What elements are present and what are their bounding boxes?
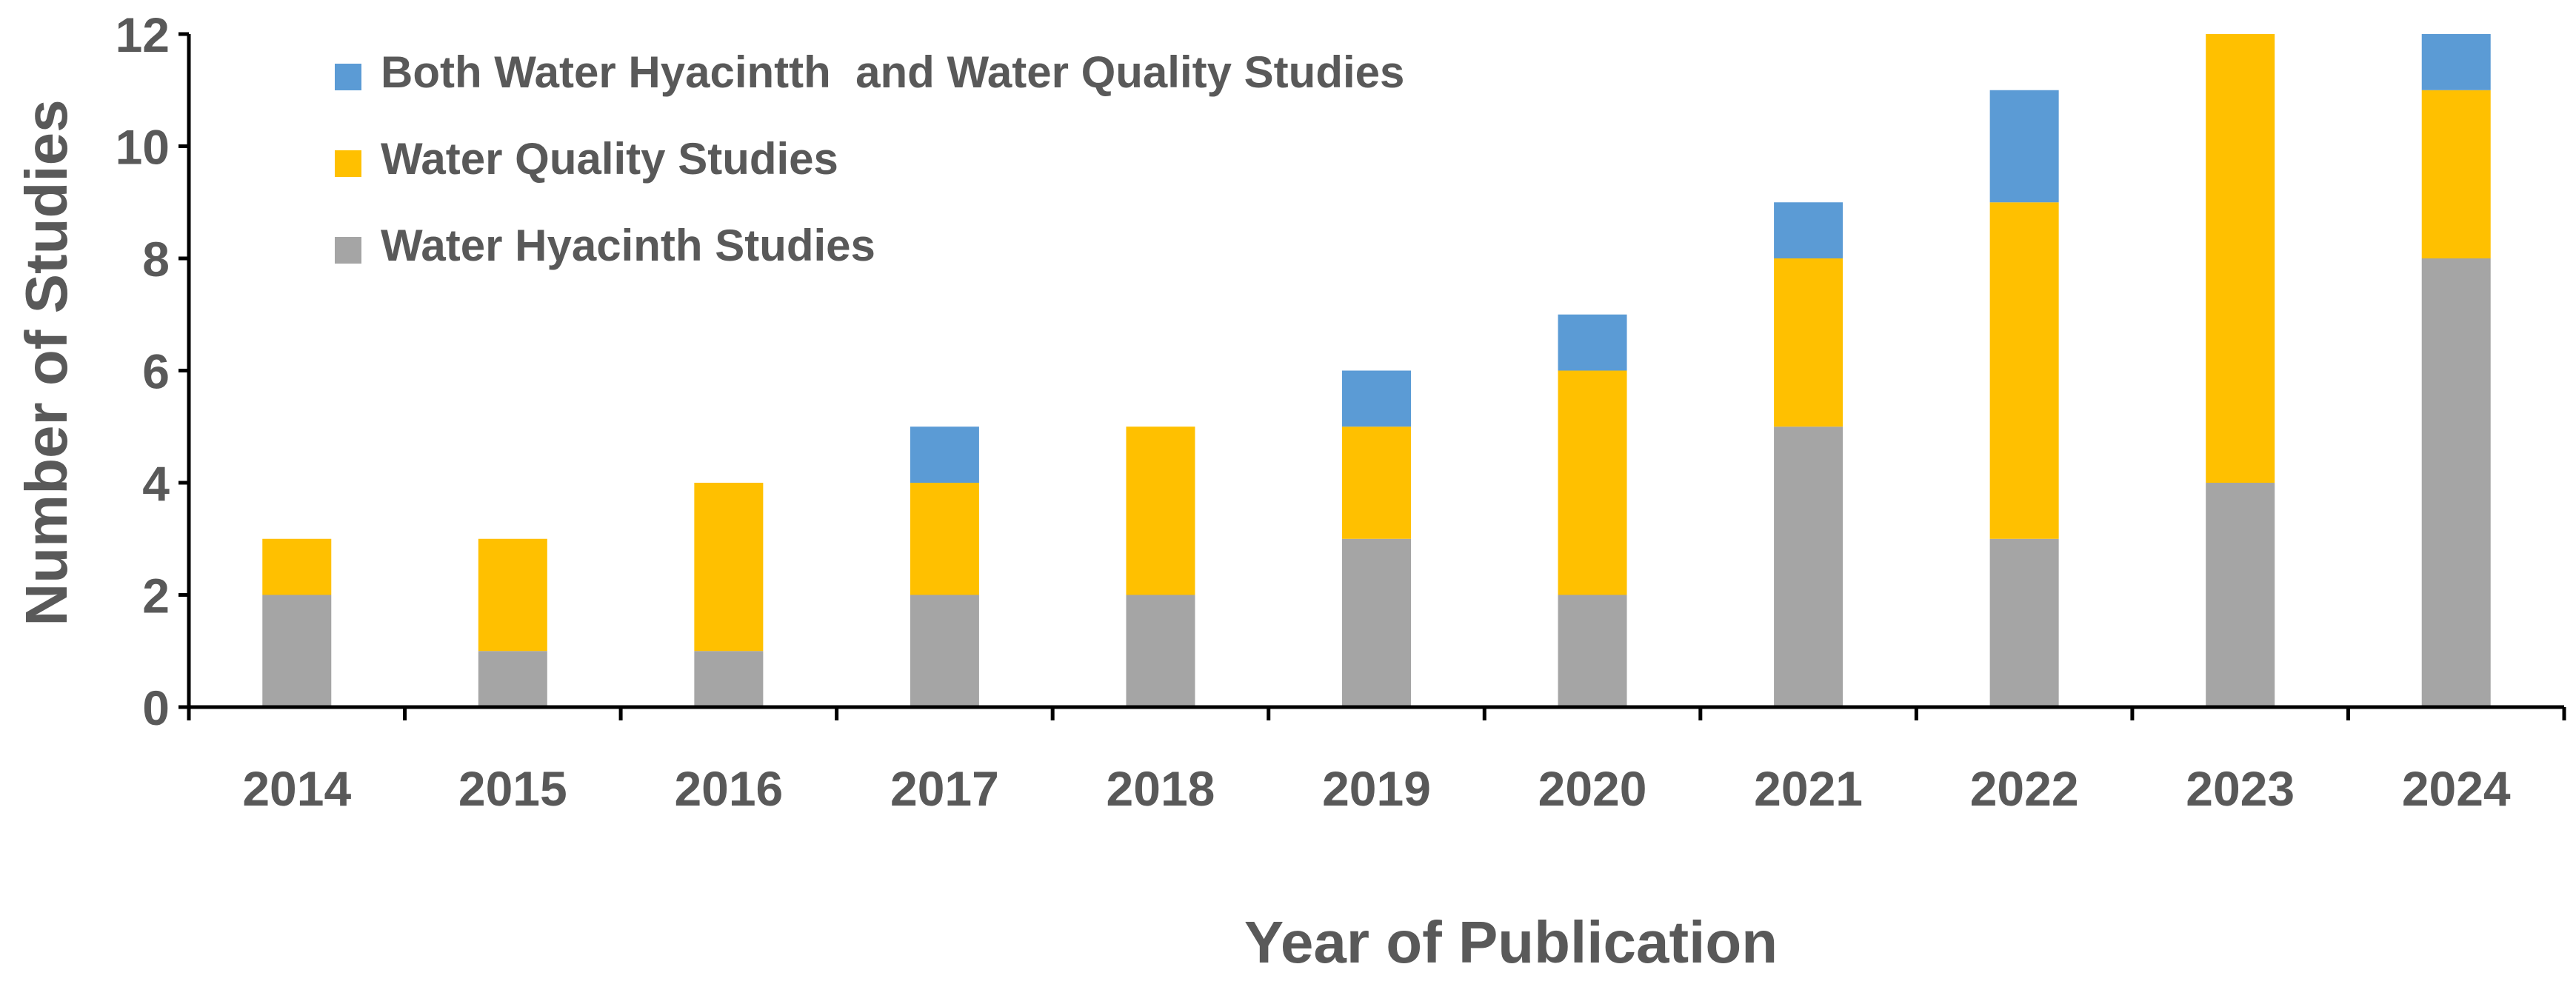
y-tick-label-4: 4 — [142, 456, 170, 511]
x-tick-label-2017: 2017 — [890, 761, 999, 816]
bars-layer — [262, 34, 2491, 707]
x-tick-label-2021: 2021 — [1754, 761, 1863, 816]
x-tick-label-2014: 2014 — [242, 761, 351, 816]
axes-layer: 0 2 4 6 8 10 12 2014 2015 2016 2017 2018 2019 2020 202… — [116, 7, 2566, 816]
bar-2022-series-1 — [1989, 202, 2059, 539]
bar-2024-series-0 — [2421, 258, 2491, 707]
bar-2017-series-2 — [910, 426, 979, 483]
legend-swatch-2 — [335, 64, 361, 90]
x-tick-label-2019: 2019 — [1322, 761, 1431, 816]
bar-2021-series-1 — [1774, 258, 1843, 427]
y-tick-label-8: 8 — [142, 232, 170, 287]
x-tick-label-2022: 2022 — [1970, 761, 2079, 816]
bar-2017-series-0 — [910, 595, 979, 707]
x-tick-label-2016: 2016 — [674, 761, 783, 816]
bar-2020-series-2 — [1558, 314, 1627, 371]
y-tick-label-10: 10 — [116, 120, 170, 175]
x-tick-label-2018: 2018 — [1107, 761, 1215, 816]
y-axis-title: Number of Studies — [13, 99, 79, 626]
bar-2019-series-1 — [1342, 426, 1411, 539]
bar-2018-series-0 — [1126, 595, 1195, 707]
y-tick-label-2: 2 — [142, 569, 170, 623]
bar-2019-series-2 — [1342, 370, 1411, 427]
bar-2024-series-1 — [2421, 90, 2491, 258]
bar-2015-series-1 — [478, 538, 547, 652]
bar-2019-series-0 — [1342, 538, 1411, 707]
legend-swatch-0 — [335, 237, 361, 264]
legend-label-0: Water Hyacinth Studies — [381, 221, 875, 270]
legend-swatch-1 — [335, 150, 361, 177]
bar-2022-series-0 — [1989, 538, 2059, 707]
bar-2023-series-1 — [2206, 34, 2275, 483]
legend-label-1: Water Quality Studies — [381, 134, 838, 184]
bar-2024-series-2 — [2421, 34, 2491, 90]
bar-2020-series-0 — [1558, 595, 1627, 707]
bar-2016-series-1 — [694, 483, 764, 652]
x-tick-label-2023: 2023 — [2186, 761, 2295, 816]
legend-label-2: Both Water Hyacintth and Water Quality S… — [381, 47, 1404, 97]
bar-2017-series-1 — [910, 483, 979, 595]
bar-2014-series-0 — [262, 595, 332, 707]
bar-2018-series-1 — [1126, 426, 1195, 595]
bar-2015-series-0 — [478, 651, 547, 707]
bar-2023-series-0 — [2206, 483, 2275, 707]
bar-2021-series-2 — [1774, 202, 1843, 258]
bar-2021-series-0 — [1774, 426, 1843, 707]
x-tick-label-2024: 2024 — [2402, 761, 2511, 816]
x-tick-label-2020: 2020 — [1538, 761, 1647, 816]
y-tick-label-6: 6 — [142, 344, 170, 399]
x-axis-title: Year of Publication — [1244, 909, 1778, 975]
legend: Both Water Hyacintth and Water Quality S… — [335, 47, 1404, 270]
bar-2022-series-2 — [1989, 90, 2059, 203]
bar-2014-series-1 — [262, 538, 332, 595]
x-tick-label-2015: 2015 — [458, 761, 567, 816]
y-tick-label-12: 12 — [116, 7, 170, 62]
y-tick-label-0: 0 — [142, 680, 170, 735]
bar-2020-series-1 — [1558, 370, 1627, 595]
bar-2016-series-0 — [694, 651, 764, 707]
